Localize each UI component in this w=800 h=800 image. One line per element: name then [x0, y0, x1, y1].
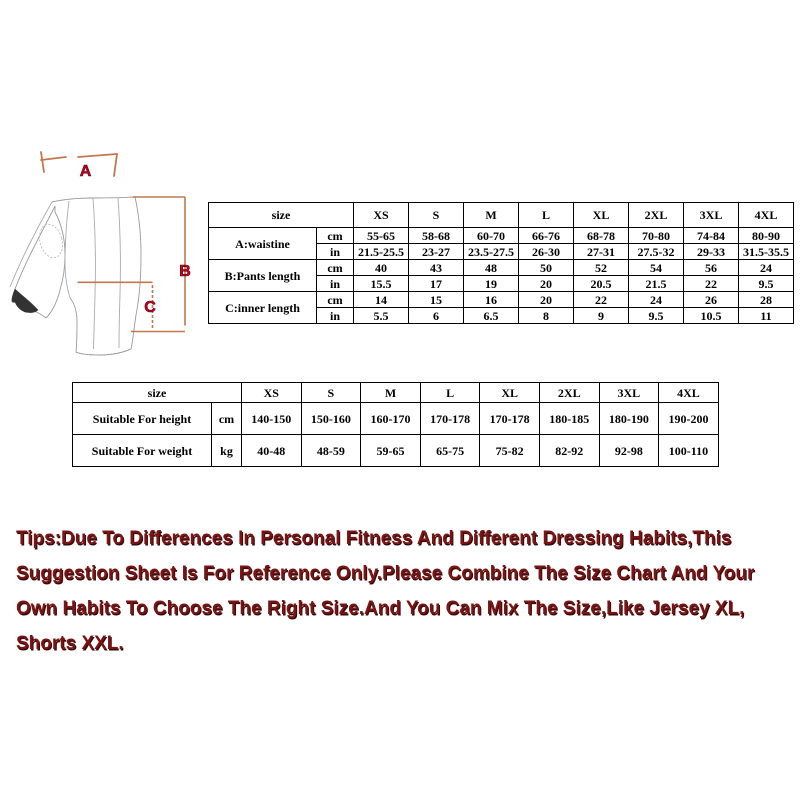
- svg-text:C: C: [144, 299, 156, 316]
- svg-text:B: B: [179, 263, 191, 280]
- svg-text:A: A: [80, 163, 92, 180]
